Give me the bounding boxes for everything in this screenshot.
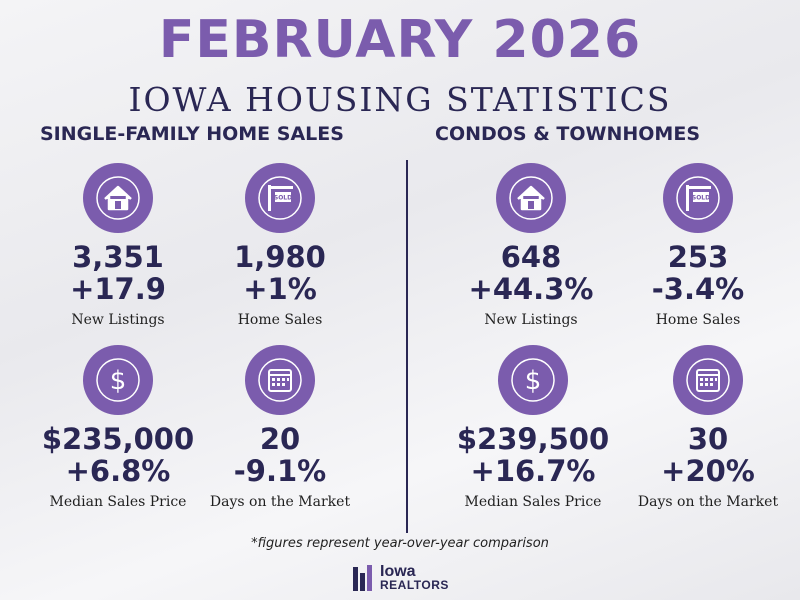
svg-text:SOLD: SOLD: [692, 195, 710, 202]
sf-days-change: -9.1%: [233, 454, 327, 488]
sf-days-value: 20: [259, 422, 301, 456]
sf-home-sales: SOLD 1,980 +1% Home Sales: [200, 163, 360, 329]
page-title: FEBRUARY 2026: [158, 10, 642, 70]
sf-home-sales-change: +1%: [243, 272, 317, 306]
sf-new-listings-label: New Listings: [71, 312, 165, 328]
sold-sign-icon: SOLD: [245, 163, 315, 233]
condo-new-listings: 648 +44.3% New Listings: [451, 163, 611, 329]
svg-text:$: $: [110, 366, 127, 396]
sf-home-sales-label: Home Sales: [237, 312, 323, 328]
column-divider: [406, 160, 408, 533]
svg-text:SOLD: SOLD: [274, 195, 292, 202]
dollar-icon: $: [498, 345, 568, 415]
sf-days-on-market: 20 -9.1% Days on the Market: [200, 345, 360, 511]
condo-new-listings-value: 648: [500, 240, 562, 274]
sf-median-price-value: $235,000: [41, 422, 195, 456]
calendar-icon: [245, 345, 315, 415]
sf-days-label: Days on the Market: [209, 494, 351, 510]
condo-days-value: 30: [687, 422, 729, 456]
svg-text:$: $: [525, 366, 542, 396]
condo-days-label: Days on the Market: [637, 494, 779, 510]
house-icon: [83, 163, 153, 233]
house-icon: [496, 163, 566, 233]
sf-median-price: $ $235,000 +6.8% Median Sales Price: [38, 345, 198, 511]
calendar-icon: [673, 345, 743, 415]
condo-median-price-value: $239,500: [456, 422, 610, 456]
condo-days-change: +20%: [661, 454, 755, 488]
dollar-icon: $: [83, 345, 153, 415]
condo-home-sales: SOLD 253 -3.4% Home Sales: [618, 163, 778, 329]
logo-wordmark: Iowa REALTORS: [380, 562, 449, 592]
sf-new-listings: 3,351 +17.9 New Listings: [38, 163, 198, 329]
logo-line1: Iowa: [380, 562, 416, 580]
condo-new-listings-label: New Listings: [484, 312, 578, 328]
iowa-realtors-logo: Iowa REALTORS: [352, 560, 449, 596]
single-family-heading: SINGLE-FAMILY HOME SALES: [40, 123, 344, 145]
condo-new-listings-change: +44.3%: [468, 272, 594, 306]
condo-median-price-change: +16.7%: [470, 454, 596, 488]
condo-home-sales-value: 253: [667, 240, 729, 274]
realtors-logo-icon: [353, 565, 372, 591]
sold-sign-icon: SOLD: [663, 163, 733, 233]
condo-median-price: $ $239,500 +16.7% Median Sales Price: [453, 345, 613, 511]
condo-days-on-market: 30 +20% Days on the Market: [628, 345, 788, 511]
sf-median-price-label: Median Sales Price: [49, 494, 187, 510]
condos-heading: CONDOS & TOWNHOMES: [435, 123, 700, 145]
footnote: *figures represent year-over-year compar…: [251, 536, 549, 551]
sf-home-sales-value: 1,980: [234, 240, 326, 274]
sf-new-listings-value: 3,351: [72, 240, 164, 274]
logo-line2: REALTORS: [380, 577, 449, 592]
sf-median-price-change: +6.8%: [65, 454, 171, 488]
condo-home-sales-label: Home Sales: [655, 312, 741, 328]
sf-new-listings-change: +17.9: [70, 272, 166, 306]
condo-median-price-label: Median Sales Price: [464, 494, 602, 510]
page-subtitle: IOWA HOUSING STATISTICS: [128, 80, 672, 119]
condo-home-sales-change: -3.4%: [651, 272, 745, 306]
